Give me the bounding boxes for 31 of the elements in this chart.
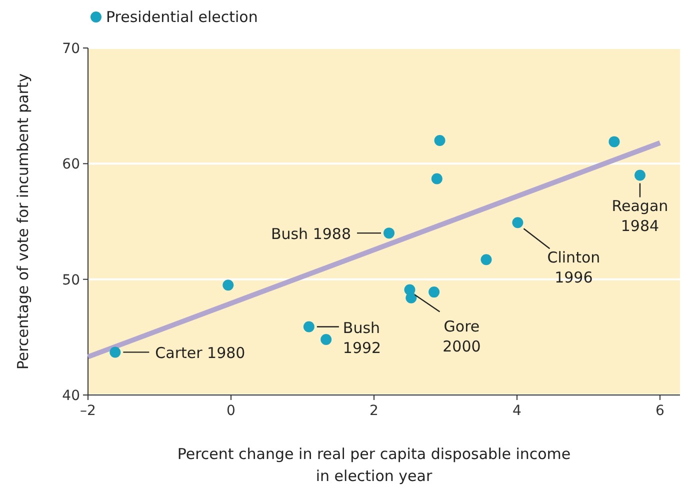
- x-tick-label: 4: [512, 403, 522, 419]
- point: [428, 286, 440, 298]
- point: [431, 173, 442, 184]
- point: [634, 170, 646, 181]
- point: [608, 136, 620, 148]
- annotation: Carter 1980: [155, 344, 246, 362]
- point: [434, 135, 446, 146]
- annotation: Clinton 1996: [547, 248, 600, 287]
- annotation: Bush 1988: [270, 225, 352, 244]
- point: [406, 292, 417, 304]
- point: [480, 254, 492, 266]
- point: [320, 334, 332, 345]
- x-tick-label: 6: [656, 403, 665, 419]
- point: [110, 346, 121, 358]
- point: [384, 228, 395, 239]
- y-tick-label: 60: [62, 156, 80, 173]
- y-tick-label: 40: [62, 388, 80, 404]
- legend-label: Presidential election: [106, 8, 258, 26]
- point: [303, 321, 314, 332]
- x-tick-label: –2: [80, 403, 96, 419]
- y-axis-title: Percentage of vote for incumbent party: [14, 73, 32, 370]
- annotation: Reagan 1984: [612, 197, 668, 236]
- annotation: Bush 1992: [342, 318, 382, 357]
- y-tick-label: 50: [62, 272, 80, 288]
- x-tick-label: 2: [370, 403, 378, 419]
- point: [222, 280, 234, 291]
- annotation: Gore 2000: [442, 318, 481, 356]
- y-tick-label: 70: [62, 41, 80, 57]
- x-axis-title: Percent change in real per capita disposable income in election year: [177, 445, 571, 485]
- point: [512, 217, 524, 228]
- x-tick-label: 0: [226, 403, 236, 419]
